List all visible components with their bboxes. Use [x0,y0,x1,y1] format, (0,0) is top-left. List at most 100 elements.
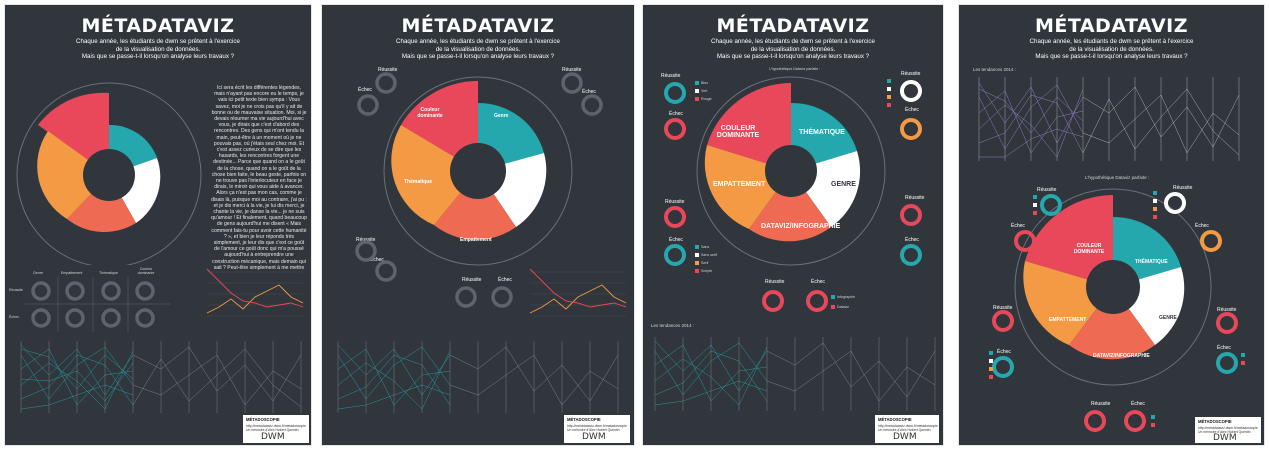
poster-subtitle: Chaque année, les étudiants de dwm se pr… [711,38,875,60]
poster-2: MÉTADATAVIZ Chaque année, les étudiants … [321,4,635,446]
label-echec-tr: Échec [905,107,919,113]
footer-heading: MÉTADOSCOPIE [878,417,912,422]
grid-row-reussite: Réussite [9,288,23,292]
label-reussite-tl: Réussite [661,73,681,79]
legend-sans: Sans [701,245,710,249]
segment-label-genre: GENRE [1159,315,1177,321]
poster-title: MÉTADATAVIZ [401,15,555,37]
label-reussite-br: Réussite [462,277,482,283]
legend-dataviz: Dataviz [837,305,849,309]
poster-title: MÉTADATAVIZ [1034,15,1189,37]
footer-box: MÉTADOSCOPIE http://metadataviz.dwm.fr/m… [564,415,630,443]
footer-line2: Un mémoire d'Alex Hubert Quentin [246,428,299,432]
dwm-logo: DWM [582,432,606,442]
label-reussite-1: Réussite [1037,187,1057,193]
poster-1: MÉTADATAVIZ Chaque année, les étudiants … [4,4,312,446]
segment-label-dataviz: DATAVIZ/INFOGRAPHIE [1093,353,1150,359]
segment-coral [434,171,516,240]
footer-line1: http://metadataviz.dwm.fr/metadoscopie [246,424,306,428]
legend-infographie: Infographie [837,295,855,299]
footer-line1: http://metadataviz.dwm.fr/metadoscopie [878,424,938,428]
grid-col-genre: Genre [33,271,43,275]
footer-box: MÉTADOSCOPIE http://metadataviz.dwm.fr/m… [875,415,939,443]
label-echec-ml: Échec [669,237,683,243]
segment-label-genre: Genre [494,113,509,119]
tendances-label: Les tendances 2014 : [651,323,695,328]
footer-box: MÉTADOSCOPIE http://metadataviz.dwm.fr/m… [243,415,309,443]
poster-3: MÉTADATAVIZ Chaque année, les étudiants … [642,4,944,446]
label-echec-2: Échec [1195,223,1209,229]
donut-chart [696,76,886,266]
segment-label-empattement: EMPATTEMENT [1049,317,1087,323]
label-reussite-tr: Réussite [901,71,921,77]
hypo-label: L'hypothétique Dataviz parfaite : [769,67,821,71]
segment-label-thematique: THÉMATIQUE [799,129,845,136]
label-echec-tl: Échec [669,111,683,117]
line-red [206,268,304,308]
small-rings [355,72,603,308]
label-reussite-4: Réussite [1217,307,1237,313]
label-reussite-mr: Réussite [905,195,925,201]
grid-row-echec: Échec [9,315,19,319]
legend-sansserif: Sans serif [701,253,717,257]
segment-label-couleur: COULEUR DOMINANTE [716,125,760,139]
small-rings [664,79,922,312]
dwm-logo: DWM [1213,433,1237,443]
legend-bleu: Bleu [701,81,709,85]
poster-4: MÉTADATAVIZ Chaque année, les étudiants … [958,4,1265,446]
label-echec-3: Échec [997,349,1011,355]
segment-label-genre: GENRE [831,181,856,188]
poster-subtitle: Chaque année, les étudiants de dwm se pr… [1029,38,1194,60]
label-echec-br: Échec [498,277,512,283]
footer-line2: Un mémoire d'Alex Hubert Quentin [878,428,931,432]
label-reussite-r: Réussite [562,67,582,73]
segment-label-thematique: Thématique [404,179,433,185]
label-echec: Échec [358,87,372,93]
hypo-label: L'hypothétique Dataviz parfaite : [1085,175,1150,180]
segment-label-empattement: Empattement [460,237,492,243]
legend-vert: Vert [701,89,708,93]
segment-orange [37,131,109,219]
segment-red [707,83,791,171]
segment-label-couleur: Couleur dominante [417,107,443,119]
grid-col-couleur: Couleur dominante [137,267,155,275]
label-echec-bl: Échec [370,257,384,263]
small-rings [989,191,1245,432]
segment-coral [67,175,136,233]
legend-scripte: Scripte [701,269,713,273]
donut-chart [383,76,573,266]
dwm-logo: DWM [893,432,917,442]
segment-label-couleur: COULEUR DOMINANTE [1073,243,1105,255]
tendances-label: Les tendances 2014 : [973,67,1017,72]
donut-chart [16,82,202,265]
footer-line1: http://metadataviz.dwm.fr/metadoscopie [567,424,627,428]
label-reussite-b: Réussite [765,279,785,285]
parallel-chart [20,341,302,413]
segment-label-empattement: EMPATTEMENT [713,181,766,188]
label-reussite-3: Réussite [993,305,1013,311]
footer-line1: http://metadataviz.dwm.fr/metadoscopie [1198,426,1258,430]
line-orange [206,284,304,314]
footer-line2: Un mémoire d'Alex Hubert Quentin [1198,430,1251,434]
segment-red [1025,195,1113,287]
legend-rouge: Rouge [701,97,712,101]
grid-rings [25,277,170,332]
parallel-chart [978,77,1240,161]
segment-orange [391,125,478,225]
dwm-logo: DWM [261,432,285,442]
line-chart [529,268,627,317]
footer-heading: MÉTADOSCOPIE [1198,419,1232,424]
grid-col-empattement: Empattement [61,271,83,275]
label-reussite-ml: Réussite [665,199,685,205]
label-echec-b: Échec [811,279,825,285]
line-chart [206,268,304,317]
label-reussite: Réussite [378,67,398,73]
segment-coral [1069,287,1155,360]
parallel-chart [654,337,936,411]
parallel-chart [337,341,619,413]
legend-serif: Serif [701,261,709,265]
segment-coral [749,171,831,242]
label-echec-mr: Échec [905,237,919,243]
label-reussite-5: Réussite [1091,401,1111,407]
footer-line2: Un mémoire d'Alex Hubert Quentin [567,428,620,432]
